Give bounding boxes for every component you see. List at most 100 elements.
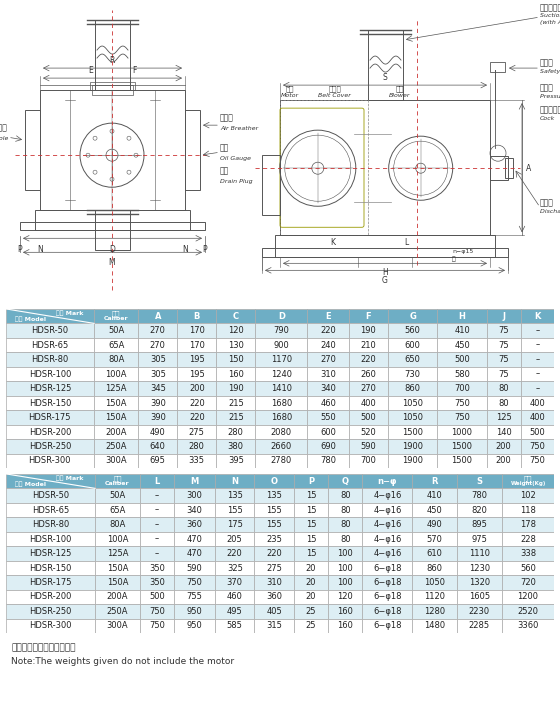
Text: 490: 490 bbox=[427, 520, 442, 529]
Text: HDSR-100: HDSR-100 bbox=[29, 369, 71, 378]
Text: 755: 755 bbox=[186, 592, 202, 602]
FancyBboxPatch shape bbox=[255, 396, 307, 410]
Text: Suction Silencer: Suction Silencer bbox=[540, 13, 560, 18]
Text: –: – bbox=[535, 340, 540, 350]
Text: 200A: 200A bbox=[105, 428, 127, 437]
FancyBboxPatch shape bbox=[502, 561, 554, 575]
Text: 80: 80 bbox=[498, 399, 509, 408]
Text: 730: 730 bbox=[405, 369, 421, 378]
FancyBboxPatch shape bbox=[95, 604, 140, 618]
Text: Motor: Motor bbox=[281, 93, 299, 98]
FancyBboxPatch shape bbox=[138, 381, 178, 396]
Text: 1320: 1320 bbox=[469, 578, 490, 587]
Text: 220: 220 bbox=[189, 399, 204, 408]
Text: 310: 310 bbox=[266, 578, 282, 587]
FancyBboxPatch shape bbox=[254, 575, 294, 590]
Text: 2080: 2080 bbox=[270, 428, 292, 437]
FancyBboxPatch shape bbox=[412, 590, 457, 604]
Text: D: D bbox=[278, 312, 285, 321]
Text: 75: 75 bbox=[498, 369, 509, 378]
Text: 650: 650 bbox=[405, 355, 421, 364]
FancyBboxPatch shape bbox=[254, 474, 294, 489]
FancyBboxPatch shape bbox=[328, 489, 362, 503]
FancyBboxPatch shape bbox=[294, 590, 328, 604]
Text: 80A: 80A bbox=[108, 355, 124, 364]
Text: 50A: 50A bbox=[108, 326, 124, 335]
Text: 270: 270 bbox=[150, 340, 166, 350]
FancyBboxPatch shape bbox=[294, 561, 328, 575]
Text: 900: 900 bbox=[273, 340, 289, 350]
FancyBboxPatch shape bbox=[349, 396, 388, 410]
Text: HDSR-175: HDSR-175 bbox=[29, 413, 71, 422]
Text: 风轮: 风轮 bbox=[395, 85, 404, 92]
FancyBboxPatch shape bbox=[412, 546, 457, 561]
Text: 压力表开关: 压力表开关 bbox=[540, 105, 560, 114]
Text: n−φ15: n−φ15 bbox=[452, 249, 473, 254]
FancyBboxPatch shape bbox=[255, 324, 307, 338]
Bar bbox=[185, 110, 200, 190]
Text: 皮带罩: 皮带罩 bbox=[328, 85, 341, 92]
FancyBboxPatch shape bbox=[307, 425, 349, 439]
Text: Oil Gauge: Oil Gauge bbox=[220, 156, 251, 161]
FancyBboxPatch shape bbox=[502, 474, 554, 489]
FancyBboxPatch shape bbox=[307, 453, 349, 468]
FancyBboxPatch shape bbox=[362, 546, 412, 561]
FancyBboxPatch shape bbox=[138, 410, 178, 425]
FancyBboxPatch shape bbox=[521, 324, 554, 338]
Text: 1605: 1605 bbox=[469, 592, 490, 602]
FancyBboxPatch shape bbox=[255, 410, 307, 425]
Text: 950: 950 bbox=[186, 607, 202, 616]
Bar bbox=[95, 211, 130, 251]
FancyBboxPatch shape bbox=[94, 324, 138, 338]
Text: R: R bbox=[109, 56, 115, 65]
Text: 400: 400 bbox=[361, 399, 376, 408]
FancyBboxPatch shape bbox=[307, 396, 349, 410]
Bar bbox=[90, 82, 135, 90]
Text: 155: 155 bbox=[267, 520, 282, 529]
Text: 4−φ16: 4−φ16 bbox=[373, 505, 402, 515]
Text: S: S bbox=[382, 73, 388, 82]
Text: 220: 220 bbox=[227, 549, 242, 558]
Text: 178: 178 bbox=[520, 520, 536, 529]
Text: 335: 335 bbox=[189, 456, 205, 465]
Text: 560: 560 bbox=[405, 326, 421, 335]
Text: 975: 975 bbox=[472, 534, 487, 543]
FancyBboxPatch shape bbox=[457, 546, 502, 561]
FancyBboxPatch shape bbox=[388, 453, 437, 468]
Text: 370: 370 bbox=[227, 578, 242, 587]
Text: 470: 470 bbox=[186, 534, 202, 543]
Text: 75: 75 bbox=[498, 355, 509, 364]
FancyBboxPatch shape bbox=[307, 439, 349, 453]
Text: 155: 155 bbox=[227, 505, 242, 515]
FancyBboxPatch shape bbox=[216, 352, 255, 367]
FancyBboxPatch shape bbox=[138, 352, 178, 367]
FancyBboxPatch shape bbox=[94, 425, 138, 439]
Text: 220: 220 bbox=[320, 326, 336, 335]
FancyBboxPatch shape bbox=[294, 517, 328, 532]
FancyBboxPatch shape bbox=[95, 532, 140, 546]
Text: 305: 305 bbox=[150, 369, 166, 378]
Text: 560: 560 bbox=[520, 564, 536, 573]
Text: 4−φ16: 4−φ16 bbox=[373, 549, 402, 558]
Text: 860: 860 bbox=[405, 384, 421, 393]
Text: HDSR-50: HDSR-50 bbox=[31, 326, 68, 335]
Text: 280: 280 bbox=[189, 442, 205, 451]
Text: Belt Cover: Belt Cover bbox=[318, 93, 351, 98]
Text: 重量: 重量 bbox=[524, 476, 533, 482]
Text: 4−φ16: 4−φ16 bbox=[373, 520, 402, 529]
Text: 350: 350 bbox=[149, 564, 165, 573]
FancyBboxPatch shape bbox=[328, 546, 362, 561]
FancyBboxPatch shape bbox=[255, 352, 307, 367]
FancyBboxPatch shape bbox=[457, 604, 502, 618]
FancyBboxPatch shape bbox=[349, 381, 388, 396]
Text: HDSR-150: HDSR-150 bbox=[29, 564, 72, 573]
Text: 75: 75 bbox=[498, 326, 509, 335]
Text: 1410: 1410 bbox=[271, 384, 292, 393]
FancyBboxPatch shape bbox=[437, 324, 487, 338]
Text: 280: 280 bbox=[228, 428, 244, 437]
FancyBboxPatch shape bbox=[294, 618, 328, 633]
FancyBboxPatch shape bbox=[362, 517, 412, 532]
FancyBboxPatch shape bbox=[6, 575, 95, 590]
FancyBboxPatch shape bbox=[215, 618, 254, 633]
FancyBboxPatch shape bbox=[487, 381, 521, 396]
